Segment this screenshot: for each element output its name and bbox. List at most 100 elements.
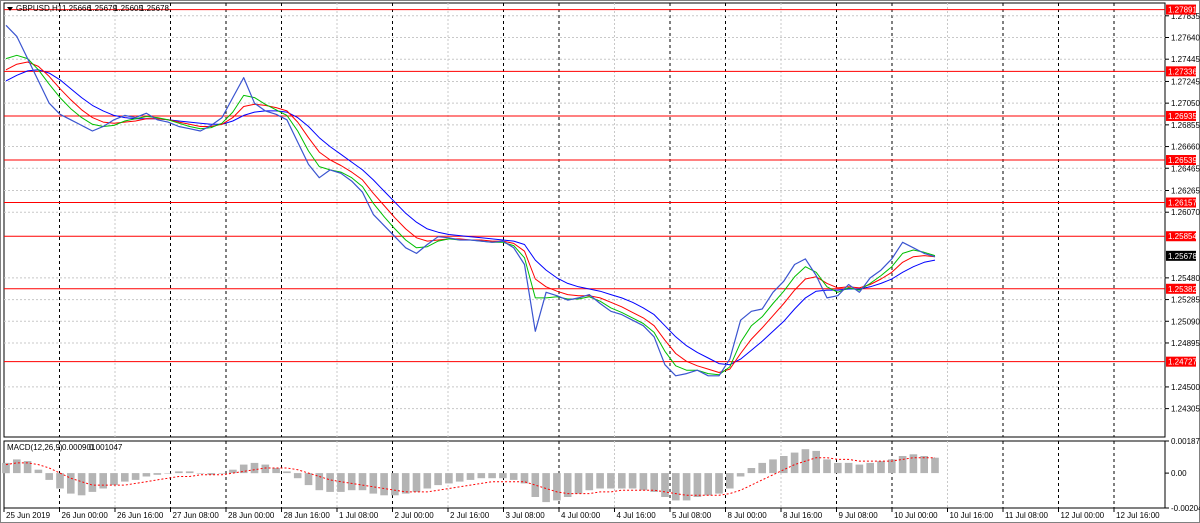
macd-signal-line bbox=[5, 457, 935, 496]
y-tick-label: 1.27835 bbox=[1171, 12, 1200, 21]
y-tick-label: 1.26855 bbox=[1171, 121, 1200, 130]
macd-bar bbox=[207, 473, 216, 475]
macd-bar bbox=[488, 473, 496, 479]
macd-bar bbox=[369, 473, 378, 494]
x-tick-label: 26 Jun 16:00 bbox=[117, 511, 164, 520]
macd-bar bbox=[736, 473, 745, 477]
level-label: 1.26539 bbox=[1168, 156, 1197, 165]
level-label-bg bbox=[1166, 197, 1196, 208]
macd-bar bbox=[520, 473, 529, 484]
x-tick-label: 4 Jul 16:00 bbox=[617, 511, 657, 520]
macd-bar bbox=[45, 473, 53, 480]
macd-bar bbox=[13, 459, 21, 474]
macd-bar bbox=[185, 471, 194, 474]
macd-bar bbox=[618, 473, 626, 489]
x-tick-label: 11 Jul 08:00 bbox=[1005, 511, 1049, 520]
level-labels: 1.27891 1.27336 1.26935 1.26539 1.26157 1.258… bbox=[1166, 4, 1197, 367]
macd-bar bbox=[337, 473, 345, 492]
macd-bar bbox=[477, 473, 486, 479]
level-label-bg bbox=[1166, 66, 1196, 77]
main-plot-frame bbox=[3, 2, 1166, 438]
x-tick-label: 8 Jul 00:00 bbox=[728, 511, 768, 520]
level-label: 1.27891 bbox=[1168, 6, 1197, 15]
macd-bar bbox=[401, 473, 410, 494]
macd-bar bbox=[499, 473, 507, 479]
macd-bar bbox=[844, 462, 853, 474]
macd-signal-value: 0.001047 bbox=[89, 443, 123, 452]
price-line bbox=[5, 24, 936, 377]
y-tick-label: 1.26265 bbox=[1171, 187, 1200, 196]
macd-value: 0.000901 bbox=[62, 443, 96, 452]
horizontal-levels[interactable] bbox=[4, 9, 1165, 363]
level-label-bg bbox=[1166, 283, 1196, 294]
ohlc-open: 1.25666 bbox=[62, 4, 91, 13]
macd-bar bbox=[790, 452, 799, 474]
macd-bar bbox=[34, 469, 43, 474]
macd-bar bbox=[553, 473, 561, 501]
macd-bar bbox=[380, 473, 388, 496]
macd-bar bbox=[142, 473, 151, 477]
macd-grid bbox=[59, 441, 1115, 508]
macd-bar bbox=[661, 473, 669, 497]
triangle-down-icon[interactable] bbox=[7, 7, 13, 11]
macd-bar bbox=[542, 473, 550, 503]
macd-bar bbox=[866, 462, 874, 474]
main-grid bbox=[4, 3, 1165, 437]
x-tick-label: 1 Jul 08:00 bbox=[339, 511, 379, 520]
macd-bar bbox=[423, 473, 432, 489]
x-tick-label: 26 Jun 00:00 bbox=[62, 511, 109, 520]
macd-bar bbox=[563, 473, 572, 497]
macd-bar bbox=[466, 473, 475, 480]
macd-bar bbox=[812, 450, 820, 474]
level-label: 1.25854 bbox=[1168, 232, 1197, 241]
y-tick-label: 1.27445 bbox=[1171, 55, 1200, 64]
x-tick-label: 28 Jun 16:00 bbox=[284, 511, 331, 520]
x-tick-label: 12 Jul 16:00 bbox=[1116, 511, 1160, 520]
macd-bar bbox=[293, 473, 302, 479]
macd-bar bbox=[531, 473, 540, 497]
y-tick-label: 1.26660 bbox=[1171, 143, 1200, 152]
y-tick-label: 1.24500 bbox=[1171, 383, 1200, 392]
macd-bar bbox=[326, 473, 334, 492]
macd-bar bbox=[347, 473, 356, 491]
macd-bar bbox=[628, 473, 637, 489]
y-tick-label: 1.24895 bbox=[1171, 339, 1200, 348]
macd-bar bbox=[596, 473, 604, 489]
macd-header: MACD(12,26,9) 0.000901 0.001047 bbox=[7, 443, 123, 452]
ohlc-low: 1.25605 bbox=[114, 4, 143, 13]
macd-bar bbox=[650, 473, 658, 492]
macd-bar bbox=[855, 464, 864, 474]
macd-bar bbox=[77, 473, 86, 496]
time-axis: 25 Jun 2019 26 Jun 00:00 26 Jun 16:00 27 Ju… bbox=[3, 508, 1160, 520]
macd-bar bbox=[99, 473, 107, 489]
macd-bar bbox=[304, 473, 313, 486]
macd-bar bbox=[769, 459, 777, 474]
level-label-bg bbox=[1166, 110, 1196, 121]
level-label: 1.27336 bbox=[1168, 67, 1197, 76]
level-label-bg bbox=[1166, 4, 1196, 15]
x-tick-label: 2 Jul 16:00 bbox=[450, 511, 490, 520]
macd-bar bbox=[250, 462, 259, 474]
macd-tick-label: 0.001879 bbox=[1171, 437, 1200, 446]
y-tick-label: 1.27640 bbox=[1171, 33, 1200, 42]
price-axis: 1.27835 1.27640 1.27445 1.27245 1.27050 1.268… bbox=[1165, 12, 1200, 414]
macd-histogram bbox=[2, 449, 939, 503]
macd-bar bbox=[272, 468, 280, 474]
level-label: 1.26157 bbox=[1168, 199, 1197, 208]
x-tick-label: 8 Jul 16:00 bbox=[783, 511, 823, 520]
macd-bar bbox=[574, 473, 583, 494]
y-tick-label: 1.26465 bbox=[1171, 164, 1200, 173]
macd-bar bbox=[607, 473, 615, 489]
y-tick-label: 1.25090 bbox=[1171, 317, 1200, 326]
macd-bar bbox=[445, 473, 453, 484]
level-label: 1.26935 bbox=[1168, 112, 1197, 121]
chart-header: GBPUSD,H1 1.25666 1.25679 1.25605 1.2567… bbox=[7, 4, 169, 13]
level-label-bg bbox=[1166, 231, 1196, 242]
level-label-bg bbox=[1166, 356, 1196, 367]
macd-bar bbox=[877, 461, 885, 474]
macd-bar bbox=[358, 473, 367, 491]
macd-bar bbox=[412, 473, 421, 492]
ohlc-close: 1.25678 bbox=[140, 4, 169, 13]
macd-bar bbox=[196, 473, 205, 474]
